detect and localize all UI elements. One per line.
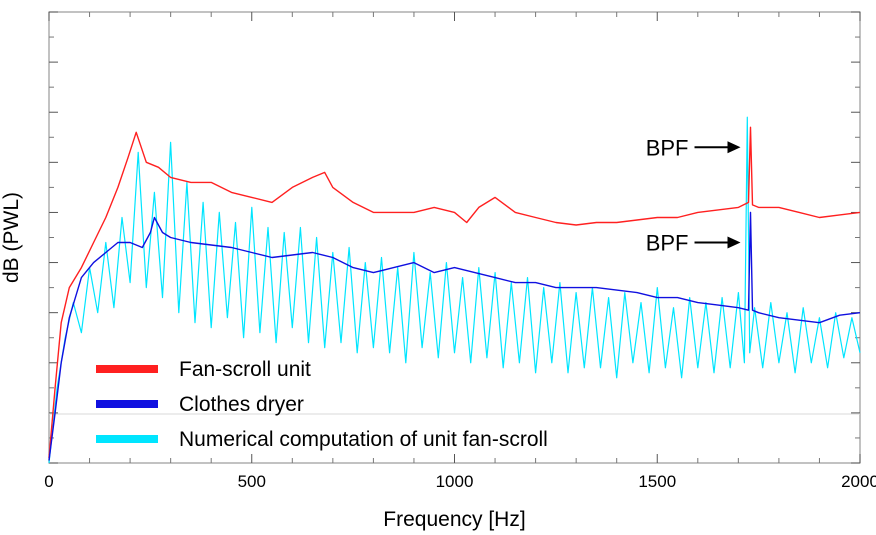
- legend: Fan-scroll unit Clothes dryer Numerical …: [96, 358, 548, 451]
- plot-area: [48, 11, 861, 464]
- y-axis-title: dB (PWL): [0, 192, 23, 283]
- x-tick-label: 2000: [841, 472, 876, 491]
- series-numerical: [48, 116, 861, 464]
- plot-frame: [48, 11, 861, 464]
- y-axis: [49, 11, 860, 464]
- bpf-label-dryer: BPF: [646, 231, 689, 256]
- legend-item-dryer: Clothes dryer: [96, 393, 304, 416]
- x-axis: 0 500 1000 1500 2000: [44, 12, 876, 491]
- bpf-arrowhead-dryer: [727, 236, 741, 249]
- bpf-annotation-dryer: BPF: [646, 231, 741, 256]
- legend-label-fan-scroll: Fan-scroll unit: [179, 358, 311, 381]
- legend-swatch-numerical: [96, 435, 158, 443]
- x-tick-label: 0: [44, 472, 53, 491]
- legend-swatch-fan-scroll: [96, 365, 158, 373]
- legend-item-numerical: Numerical computation of unit fan-scroll: [96, 428, 548, 451]
- legend-label-numerical: Numerical computation of unit fan-scroll: [179, 428, 548, 451]
- x-tick-label: 1500: [638, 472, 676, 491]
- bpf-annotation-fan-scroll: BPF: [646, 135, 741, 160]
- series-layer: [48, 116, 861, 464]
- legend-item-fan-scroll: Fan-scroll unit: [96, 358, 311, 381]
- legend-swatch-dryer: [96, 400, 158, 408]
- x-tick-label: 1000: [436, 472, 474, 491]
- x-axis-title: Frequency [Hz]: [383, 508, 525, 531]
- series-fan-scroll: [48, 126, 861, 459]
- bpf-label-fan-scroll: BPF: [646, 135, 689, 160]
- legend-label-dryer: Clothes dryer: [179, 393, 304, 416]
- bpf-arrowhead-fan-scroll: [727, 141, 741, 154]
- series-dryer: [48, 211, 861, 461]
- x-tick-label: 500: [238, 472, 266, 491]
